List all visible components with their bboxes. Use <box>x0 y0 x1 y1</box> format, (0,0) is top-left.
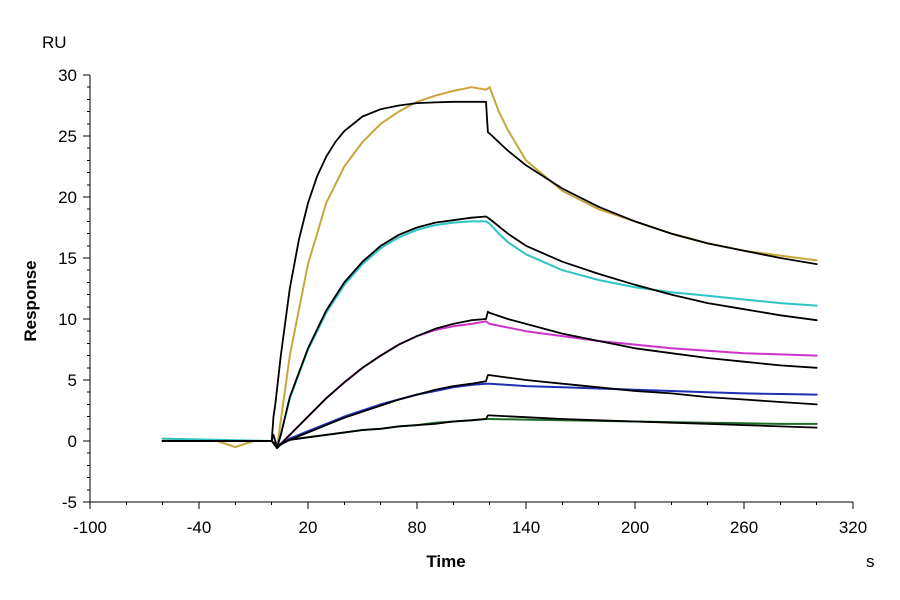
x-tick-label: -100 <box>73 518 107 537</box>
fit-line-fit-5 <box>161 414 818 447</box>
x-tick-label: 200 <box>621 518 649 537</box>
y-tick-label: 30 <box>58 66 77 85</box>
x-tick-label: -40 <box>187 518 212 537</box>
fit-line-fit-1 <box>161 100 818 442</box>
y-unit-label: RU <box>42 33 67 52</box>
x-axis-title: Time <box>426 552 465 571</box>
x-tick-label: 320 <box>839 518 867 537</box>
y-tick-label: -5 <box>62 493 77 512</box>
y-tick-label: 20 <box>58 188 77 207</box>
series-line-conc-4 <box>161 382 818 449</box>
fit-line-fit-3 <box>161 310 818 450</box>
x-unit-label: s <box>866 552 875 571</box>
series-line-conc-2 <box>161 220 818 449</box>
axes <box>89 75 853 503</box>
y-tick-label: 5 <box>68 371 77 390</box>
x-tick-label: 20 <box>299 518 318 537</box>
fit-line-fit-2 <box>161 215 818 448</box>
plot-lines <box>161 86 818 450</box>
y-tick-label: 25 <box>58 127 77 146</box>
y-tick-label: 0 <box>68 432 77 451</box>
x-tick-label: 260 <box>730 518 758 537</box>
x-tick-label: 80 <box>408 518 427 537</box>
x-ticks: -100 -40 20 80 140 200 260 320 <box>73 502 867 537</box>
y-tick-label: 15 <box>58 249 77 268</box>
y-ticks: -5 0 5 10 15 20 25 30 <box>58 66 90 512</box>
fit-line-fit-4 <box>161 374 818 447</box>
y-tick-label: 10 <box>58 310 77 329</box>
x-tick-label: 140 <box>512 518 540 537</box>
y-axis-title: Response <box>21 260 40 341</box>
